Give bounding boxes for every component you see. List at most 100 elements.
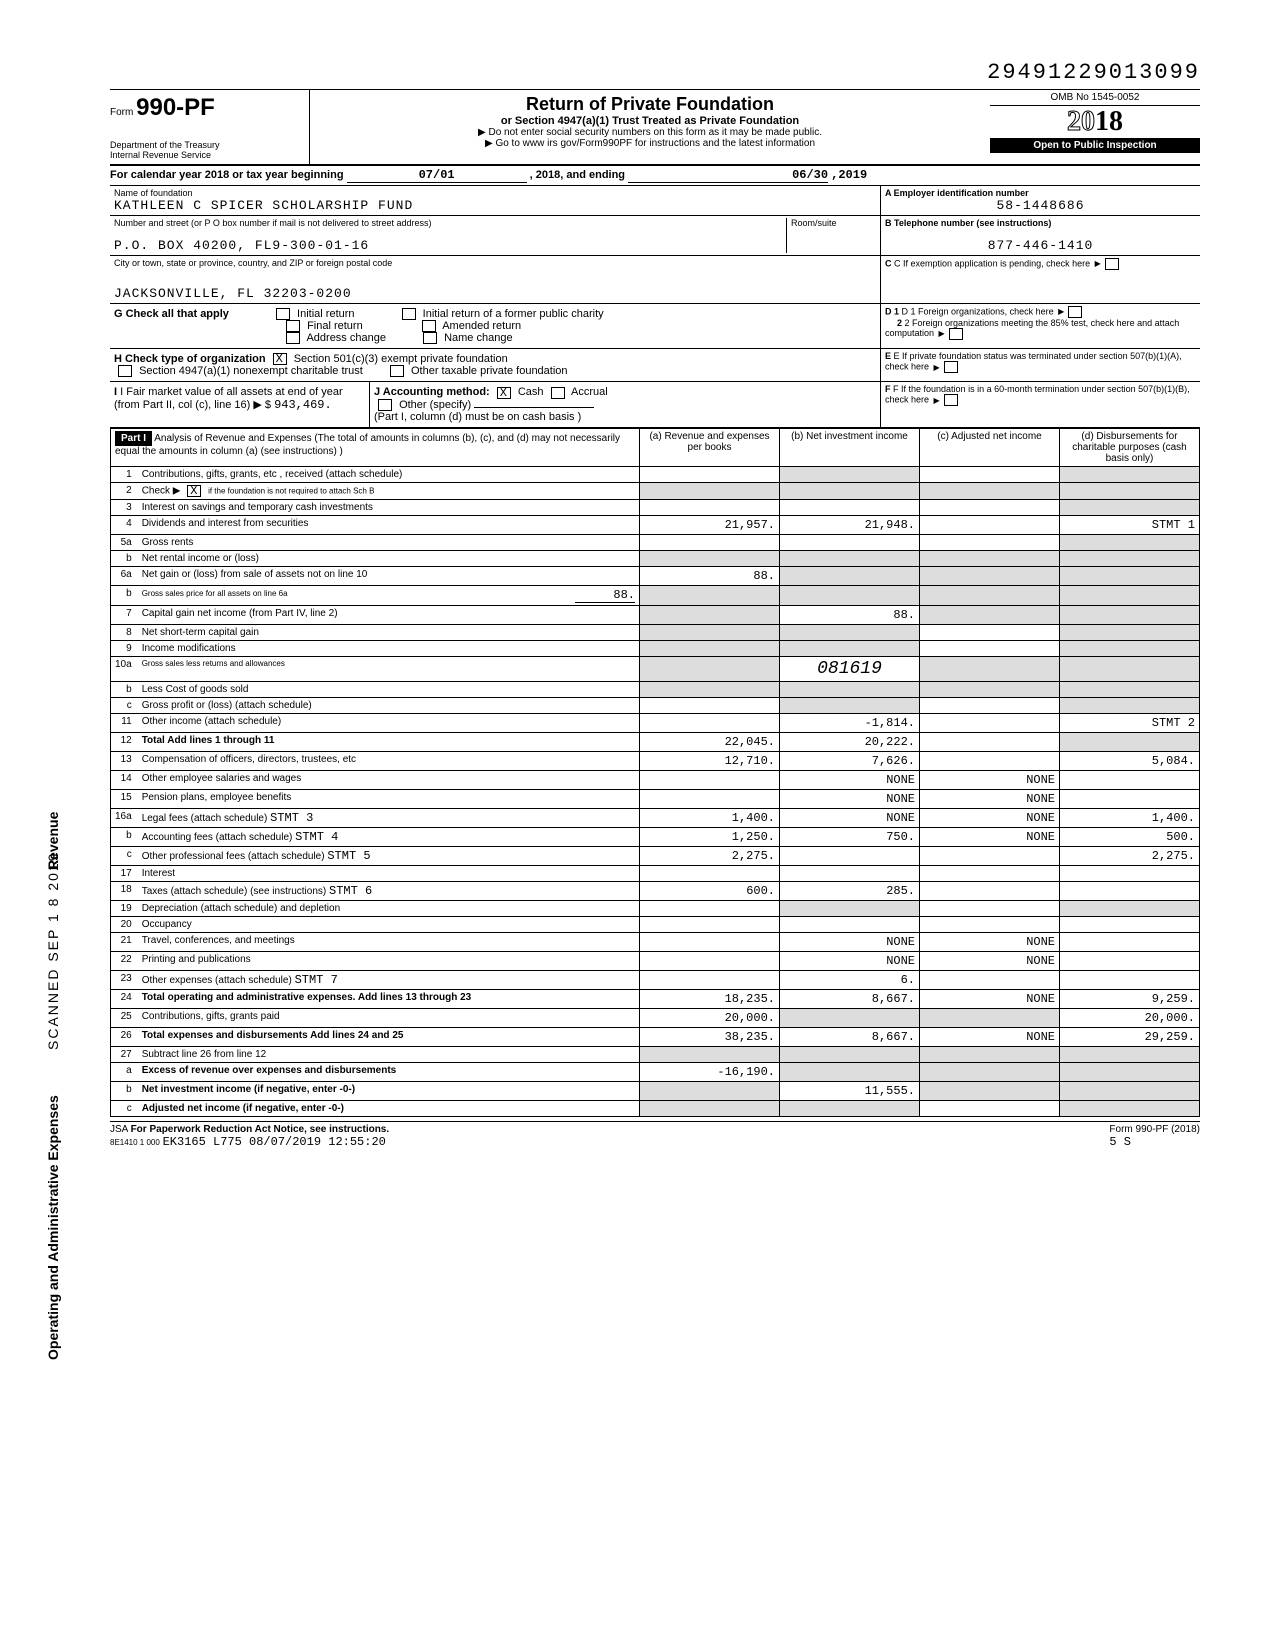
g4-cb[interactable] <box>422 320 436 332</box>
v14c: NONE <box>920 770 1060 789</box>
l18: Taxes (attach schedule) (see instruction… <box>142 886 327 897</box>
v15c: NONE <box>920 789 1060 808</box>
c-checkbox[interactable] <box>1105 258 1119 270</box>
title: Return of Private Foundation <box>320 94 980 115</box>
j3: Other (specify) <box>399 399 471 411</box>
v16aa: 1,400. <box>640 808 780 827</box>
h1-cb[interactable] <box>273 353 287 365</box>
footer: JSA For Paperwork Reduction Act Notice, … <box>110 1121 1200 1149</box>
v13a: 12,710. <box>640 751 780 770</box>
v25d: 20,000. <box>1060 1008 1200 1027</box>
l2-cb[interactable] <box>187 485 201 497</box>
g2-cb[interactable] <box>402 308 416 320</box>
i-row: I I Fair market value of all assets at e… <box>110 382 1200 427</box>
ein-lbl: A Employer identification number <box>885 188 1196 198</box>
v18a: 600. <box>640 881 780 900</box>
v16bb: 750. <box>780 827 920 846</box>
stmt3: STMT 3 <box>270 811 313 825</box>
year: 20201818 <box>990 106 1200 138</box>
l9: Income modifications <box>138 640 640 656</box>
f-cb[interactable] <box>944 394 958 406</box>
header-right: OMB No 1545-0052 20201818 Open to Public… <box>990 90 1200 164</box>
pages: 5 S <box>1109 1135 1131 1149</box>
h-row: H Check type of organization Section 501… <box>110 349 1200 382</box>
d2: 2 Foreign organizations meeting the 85% … <box>885 318 1179 338</box>
v14b: NONE <box>780 770 920 789</box>
h-lbl: H Check type of organization <box>114 353 266 365</box>
g6: Name change <box>444 332 513 344</box>
v22b: NONE <box>780 951 920 970</box>
l2b: if the foundation is not required to att… <box>208 486 374 495</box>
j2-cb[interactable] <box>551 387 565 399</box>
l25: Contributions, gifts, grants paid <box>138 1008 640 1027</box>
g2: Initial return of a former public charit… <box>423 308 604 320</box>
stmt1: STMT 1 <box>1060 515 1200 534</box>
inspect: Open to Public Inspection <box>990 138 1200 153</box>
stmt4: STMT 4 <box>295 830 338 844</box>
cal-begin: 07/01 <box>347 168 527 183</box>
d2-cb[interactable] <box>949 328 963 340</box>
l16c: Other professional fees (attach schedule… <box>142 851 325 862</box>
i-val: 943,469. <box>274 398 332 412</box>
l20: Occupancy <box>138 916 640 932</box>
v16ab: NONE <box>780 808 920 827</box>
v7b: 88. <box>780 605 920 624</box>
e-cb[interactable] <box>944 361 958 373</box>
subtitle: or Section 4947(a)(1) Trust Treated as P… <box>320 115 980 127</box>
stamp: EK3165 L775 08/07/2019 12:55:20 <box>163 1135 386 1149</box>
side-expenses: Operating and Administrative Expenses <box>45 1095 61 1360</box>
note2: ▶ Go to www irs gov/Form990PF for instru… <box>320 138 980 149</box>
v4b: 21,948. <box>780 515 920 534</box>
j-lbl: J Accounting method: <box>374 386 490 398</box>
h1: Section 501(c)(3) exempt private foundat… <box>294 353 508 365</box>
l13: Compensation of officers, directors, tru… <box>138 751 640 770</box>
c-block: C C If exemption application is pending,… <box>881 256 1200 284</box>
g1: Initial return <box>297 308 354 320</box>
v11b: -1,814. <box>780 713 920 732</box>
h2-cb[interactable] <box>118 365 132 377</box>
l10a: Gross sales less returns and allowances <box>138 656 640 681</box>
v16ac: NONE <box>920 808 1060 827</box>
header-center: Return of Private Foundation or Section … <box>310 90 990 164</box>
v12a: 22,045. <box>640 732 780 751</box>
l27: Subtract line 26 from line 12 <box>138 1046 640 1062</box>
j1-cb[interactable] <box>497 387 511 399</box>
d1-cb[interactable] <box>1068 306 1082 318</box>
g3-cb[interactable] <box>286 320 300 332</box>
city-lbl: City or town, state or province, country… <box>114 258 876 268</box>
j1: Cash <box>518 386 544 398</box>
v26c: NONE <box>920 1027 1060 1046</box>
name-lbl: Name of foundation <box>114 188 876 198</box>
hand-stamp: 081619 <box>780 656 920 681</box>
l27a: Excess of revenue over expenses and disb… <box>142 1065 397 1076</box>
g5-cb[interactable] <box>286 332 300 344</box>
part1-table: Part I Analysis of Revenue and Expenses … <box>110 428 1200 1117</box>
l27b: Net investment income (if negative, ente… <box>142 1084 355 1095</box>
f-text: F If the foundation is in a 60-month ter… <box>885 384 1190 404</box>
tel-block: B Telephone number (see instructions) 87… <box>881 216 1200 256</box>
e-text: E If private foundation status was termi… <box>885 351 1182 371</box>
v26a: 38,235. <box>640 1027 780 1046</box>
l21: Travel, conferences, and meetings <box>138 932 640 951</box>
j3-cb[interactable] <box>378 399 392 411</box>
v6a: 88. <box>640 566 780 585</box>
dept: Department of the Treasury <box>110 140 309 150</box>
h3-cb[interactable] <box>390 365 404 377</box>
v24b: 8,667. <box>780 989 920 1008</box>
col-b: (b) Net investment income <box>780 428 920 466</box>
tel-val: 877-446-1410 <box>885 238 1196 253</box>
v18b: 285. <box>780 881 920 900</box>
v27aa: -16,190. <box>640 1062 780 1081</box>
stmt5: STMT 5 <box>327 849 370 863</box>
identity-row: Name of foundation KATHLEEN C SPICER SCH… <box>110 186 1200 304</box>
v25a: 20,000. <box>640 1008 780 1027</box>
g6-cb[interactable] <box>423 332 437 344</box>
tel-lbl: B Telephone number (see instructions) <box>885 218 1196 228</box>
v12b: 20,222. <box>780 732 920 751</box>
g4: Amended return <box>442 320 521 332</box>
g5: Address change <box>306 332 386 344</box>
irs: Internal Revenue Service <box>110 150 309 160</box>
g1-cb[interactable] <box>276 308 290 320</box>
h3: Other taxable private foundation <box>411 365 568 377</box>
l7: Capital gain net income (from Part IV, l… <box>138 605 640 624</box>
